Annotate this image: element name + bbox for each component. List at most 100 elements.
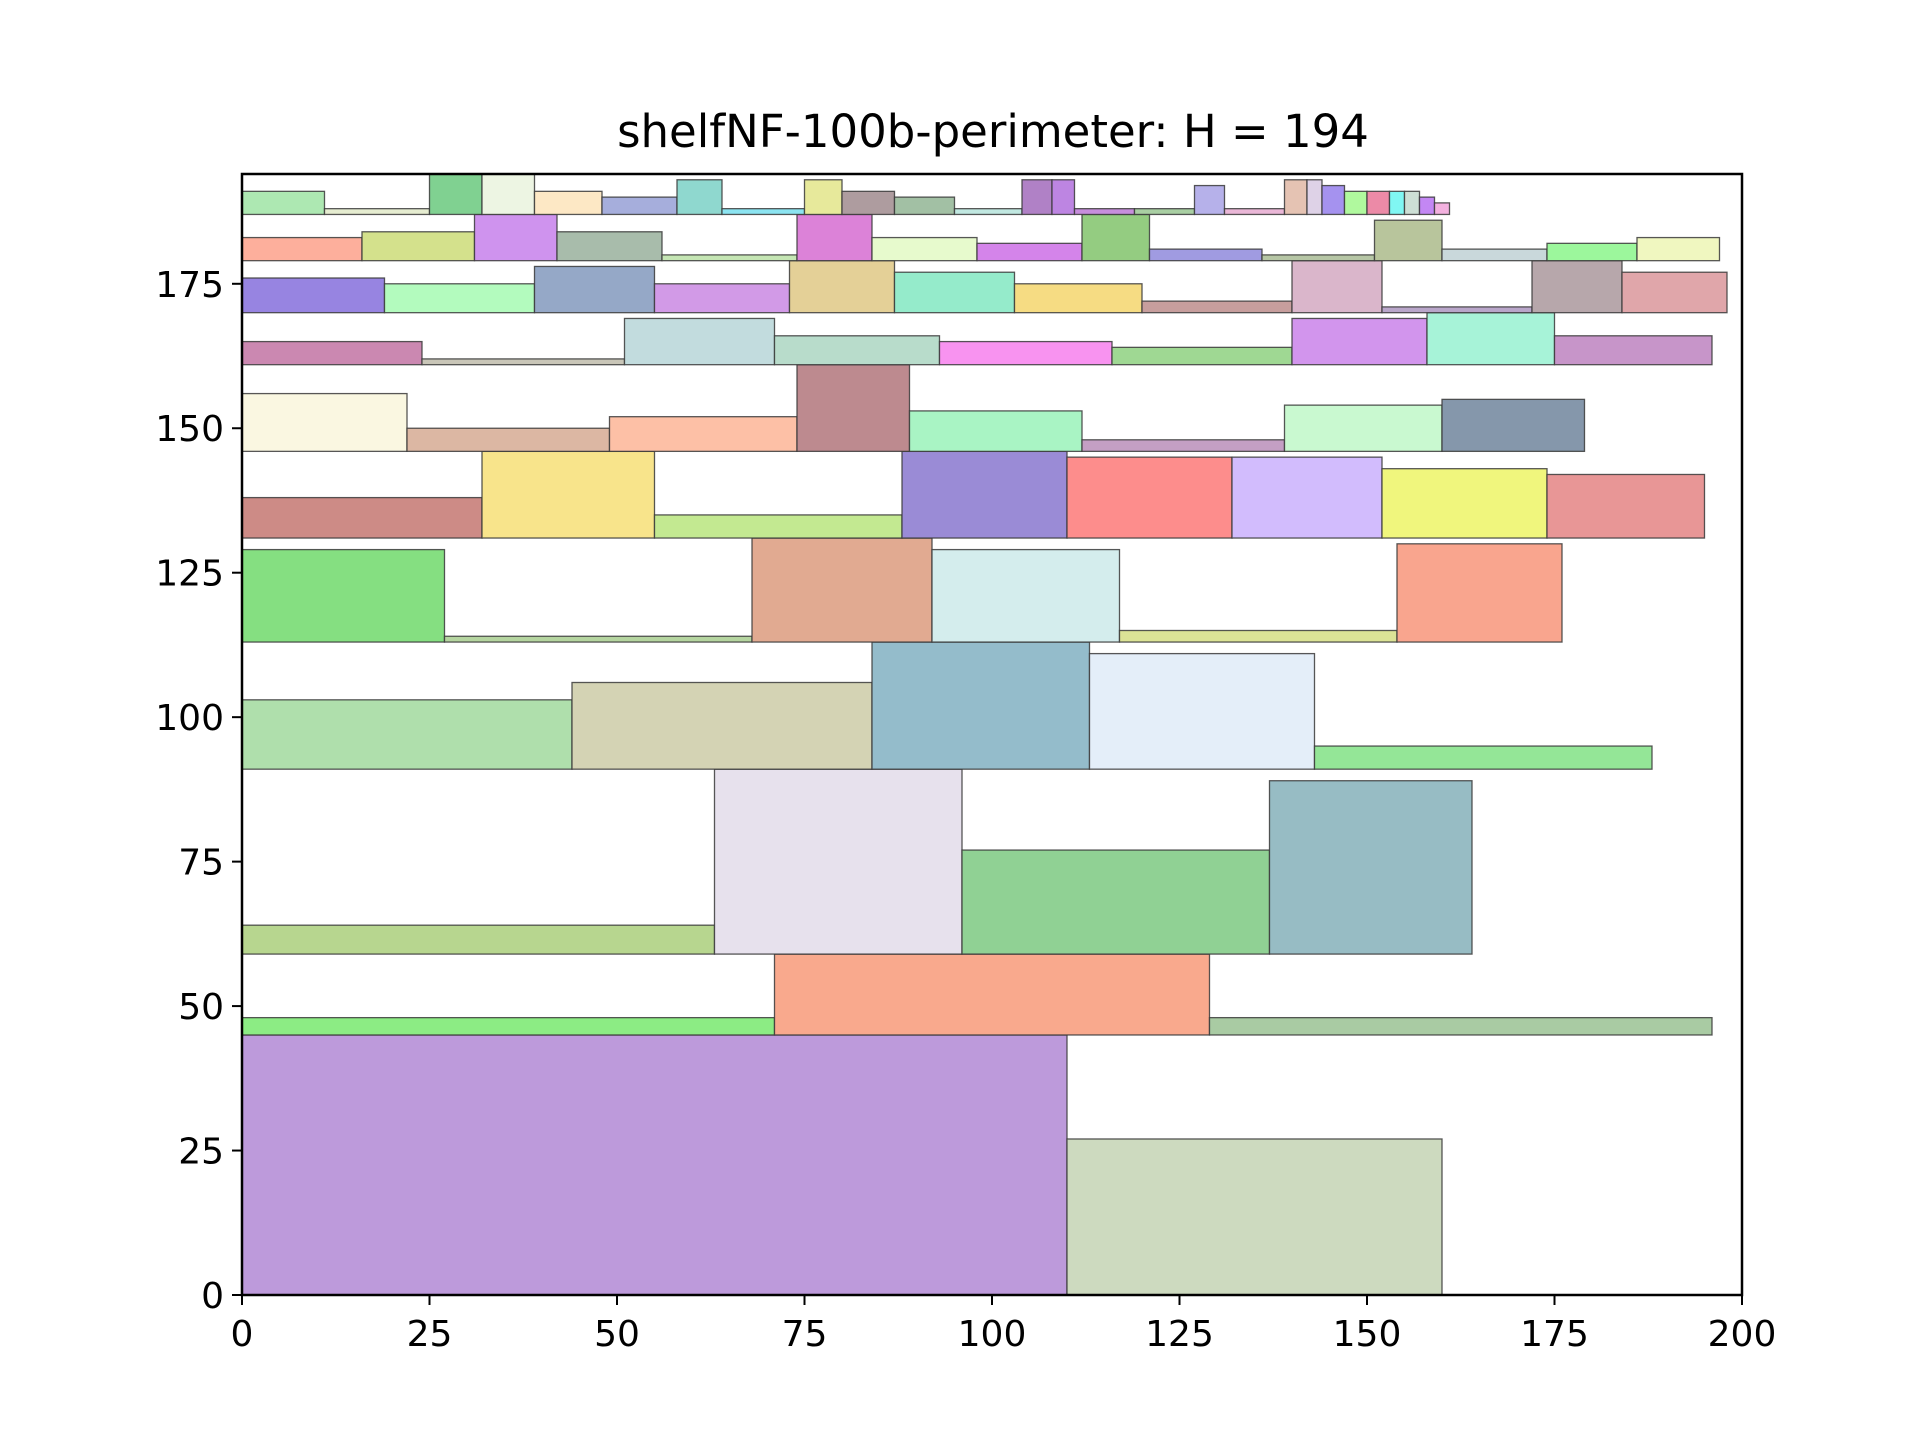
- packed-rect-39: [773, 335, 941, 366]
- packed-rect-33: [1081, 439, 1286, 453]
- packed-rect-48: [653, 283, 791, 314]
- packed-rect-44: [1553, 335, 1713, 366]
- packed-rect-36: [241, 340, 423, 366]
- packed-rect-71: [1636, 236, 1721, 262]
- packed-rect-7: [961, 849, 1271, 955]
- packed-rect-18: [1118, 629, 1398, 643]
- packed-rect-90: [1283, 179, 1308, 216]
- packed-rect-9: [241, 699, 573, 770]
- x-tick-label: 125: [1145, 1314, 1214, 1355]
- x-tick-label: 175: [1520, 1314, 1589, 1355]
- y-tick-label: 75: [178, 843, 224, 884]
- y-tick-label: 125: [155, 554, 224, 595]
- packed-rect-67: [1261, 254, 1376, 262]
- packed-rect-69: [1441, 248, 1548, 262]
- packed-rect-38: [623, 317, 776, 366]
- x-tick-label: 0: [231, 1314, 254, 1355]
- packed-rect-35: [1441, 398, 1586, 453]
- y-tick-label: 100: [155, 698, 224, 739]
- packed-rect-87: [1133, 208, 1196, 216]
- packed-rect-11: [871, 641, 1091, 770]
- x-tick-label: 25: [407, 1314, 453, 1355]
- packed-rect-83: [953, 208, 1023, 216]
- packed-rect-3: [773, 953, 1211, 1036]
- packed-rect-88: [1193, 184, 1226, 216]
- packed-rect-94: [1366, 190, 1391, 216]
- packed-rect-55: [1531, 260, 1623, 314]
- packed-rect-4: [1208, 1016, 1713, 1036]
- packed-rect-21: [481, 450, 656, 539]
- y-tick-label: 175: [155, 265, 224, 306]
- packed-rect-45: [241, 277, 386, 314]
- packed-rect-96: [1403, 190, 1421, 216]
- packed-rect-15: [443, 635, 753, 643]
- packed-rect-68: [1373, 219, 1443, 262]
- packed-rect-93: [1343, 190, 1368, 216]
- packed-rect-58: [361, 231, 476, 262]
- packed-rect-53: [1291, 260, 1383, 314]
- packed-rect-92: [1321, 184, 1346, 216]
- y-tick-label: 0: [201, 1276, 224, 1317]
- packed-rectangles: [241, 173, 1728, 1296]
- packed-rect-59: [473, 213, 558, 262]
- packed-rect-34: [1283, 404, 1443, 453]
- packed-rect-16: [751, 537, 933, 643]
- packed-rect-46: [383, 283, 536, 314]
- y-tick-label: 25: [178, 1132, 224, 1173]
- packed-rect-40: [938, 340, 1113, 366]
- packed-rect-10: [571, 681, 873, 770]
- packed-rect-32: [908, 410, 1083, 453]
- packed-rect-6: [713, 768, 963, 955]
- packed-rect-54: [1381, 306, 1533, 314]
- packed-rect-51: [1013, 283, 1143, 314]
- packed-rect-37: [421, 358, 626, 366]
- packed-rect-41: [1111, 346, 1293, 366]
- packed-rect-74: [428, 173, 483, 216]
- packed-rect-56: [1621, 271, 1728, 314]
- packed-rect-95: [1388, 190, 1406, 216]
- packed-rect-66: [1148, 248, 1263, 262]
- packed-rect-80: [803, 179, 843, 216]
- packed-rect-26: [1381, 468, 1548, 539]
- packed-rect-29: [406, 427, 611, 453]
- packed-rect-60: [556, 231, 663, 262]
- packed-rect-86: [1073, 208, 1136, 216]
- x-tick-label: 200: [1708, 1314, 1777, 1355]
- packed-rect-49: [788, 260, 896, 314]
- packed-rect-43: [1426, 312, 1556, 366]
- y-axis: 0 25 50 75 100 125 150 175: [155, 265, 242, 1317]
- packed-rect-24: [1066, 456, 1233, 539]
- packed-rect-13: [1313, 745, 1653, 770]
- packed-rect-70: [1546, 242, 1638, 262]
- packed-rect-47: [533, 265, 656, 314]
- y-tick-label: 50: [178, 987, 224, 1028]
- packed-rect-1: [1066, 1138, 1443, 1296]
- packed-rect-61: [661, 254, 798, 262]
- packed-rect-30: [608, 416, 798, 453]
- packed-rect-79: [721, 208, 806, 216]
- packed-rect-12: [1088, 652, 1316, 770]
- x-tick-label: 75: [782, 1314, 828, 1355]
- y-tick-label: 150: [155, 409, 224, 450]
- packed-rect-25: [1231, 456, 1383, 539]
- packed-rect-2: [241, 1016, 776, 1036]
- x-axis: 0 25 50 75 100 125 150 175 200: [231, 1295, 1777, 1355]
- packed-rect-5: [241, 924, 716, 955]
- packed-rect-98: [1433, 202, 1451, 216]
- packed-rect-8: [1268, 780, 1473, 955]
- packed-rect-65: [1081, 213, 1151, 262]
- packed-rect-50: [893, 271, 1016, 314]
- packed-rect-20: [241, 496, 483, 539]
- packed-rect-76: [533, 190, 603, 216]
- packed-rect-42: [1291, 317, 1428, 366]
- packed-rect-27: [1546, 473, 1706, 539]
- packed-rect-81: [841, 190, 896, 216]
- x-tick-label: 150: [1333, 1314, 1402, 1355]
- packed-rect-19: [1396, 543, 1563, 643]
- packed-rect-28: [241, 392, 408, 453]
- packed-rect-85: [1051, 179, 1076, 216]
- packed-rect-97: [1418, 196, 1436, 216]
- packed-rect-73: [323, 208, 431, 216]
- packed-rect-64: [976, 242, 1083, 262]
